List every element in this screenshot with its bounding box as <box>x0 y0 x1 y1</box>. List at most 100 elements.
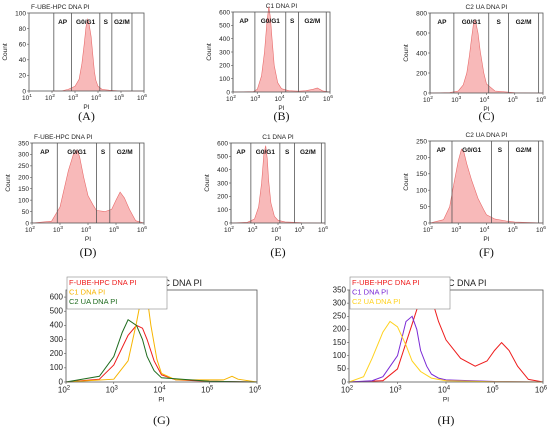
x-tick-label: 104 <box>480 95 490 104</box>
panel-title: F-UBE-HPC DNA PI <box>31 4 90 11</box>
panel-e: C1 DNA PI AP G0/G1 S G2/M 0 100 200 300 400 500 600… <box>204 134 328 259</box>
x-tick-label: 102 <box>341 386 354 395</box>
y-tick-label: 100 <box>15 10 26 17</box>
y-tick-label: 200 <box>333 325 347 334</box>
x-tick-label: 105 <box>114 93 124 102</box>
panel-letter: (E) <box>270 245 285 259</box>
legend-entry: F-UBE-HPC DNA PI <box>352 278 420 287</box>
gate-label: G2/M <box>117 149 133 156</box>
gate-label: AP <box>436 147 446 154</box>
panel-title: C2 UA DNA PI <box>466 4 508 11</box>
y-tick-label: 350 <box>333 285 347 294</box>
y-tick-label: 600 <box>416 30 427 37</box>
x-tick-label: 102 <box>423 225 433 234</box>
gate-label: AP <box>239 18 249 25</box>
y-tick-label: 40 <box>19 57 27 64</box>
y-tick-label: 100 <box>333 351 347 360</box>
y-tick-label: 150 <box>18 186 29 193</box>
panel-letter: (H) <box>438 413 455 427</box>
gate-label: G2/M <box>516 19 532 26</box>
x-axis-label: PI <box>85 236 91 243</box>
y-tick-label: 300 <box>219 49 230 56</box>
y-tick-label: 600 <box>219 9 230 16</box>
x-tick-label: 103 <box>451 225 461 234</box>
panel-letter: (A) <box>78 109 95 123</box>
y-axis-label: Count <box>204 174 211 192</box>
x-tick-label: 105 <box>109 225 119 234</box>
histogram-area <box>231 145 325 223</box>
histogram-outline <box>52 18 144 92</box>
series-line <box>65 290 258 383</box>
panel-a: F-UBE-HPC DNA PI AP G0/G1 S G2/M 0 20 40 60 80 100… <box>2 4 147 123</box>
x-tick-label: 102 <box>45 93 55 102</box>
gate-label: S <box>290 18 295 25</box>
y-axis-label: Count <box>403 173 410 191</box>
y-tick-label: 350 <box>18 140 29 147</box>
x-tick-label: 103 <box>53 225 63 234</box>
legend-entry: C2 UA DNA PI <box>352 297 400 306</box>
gate-label: G2/M <box>304 18 320 25</box>
y-tick-label: 300 <box>50 335 64 344</box>
x-tick-label: 102 <box>25 225 35 234</box>
legend-box <box>349 276 451 310</box>
x-axis-label: PI <box>278 105 284 112</box>
histogram-outline <box>230 145 326 224</box>
x-tick-label: 104 <box>275 94 285 103</box>
y-tick-label: 200 <box>416 70 427 77</box>
y-tick-label: 100 <box>18 197 29 204</box>
y-tick-label: 500 <box>50 307 64 316</box>
y-tick-label: 0 <box>224 220 228 227</box>
gate-label: G0/G1 <box>462 147 482 154</box>
panel-title: C1 DNA PI <box>266 3 298 10</box>
panel-letter: (F) <box>479 245 494 259</box>
x-axis-label: PI <box>275 236 281 243</box>
y-tick-label: 250 <box>416 138 427 145</box>
x-tick-label: 106 <box>536 95 546 104</box>
x-tick-label: 106 <box>536 225 546 234</box>
x-tick-label: 105 <box>299 94 309 103</box>
series-line <box>65 318 258 383</box>
x-tick-label: 103 <box>389 386 402 395</box>
y-tick-label: 60 <box>19 42 27 49</box>
histogram-outline <box>232 6 331 93</box>
y-axis-label: Count <box>2 43 9 61</box>
y-axis-label: Count <box>5 174 12 192</box>
panel-title: C1 DNA PI <box>262 134 294 141</box>
x-tick-label: 105 <box>508 95 518 104</box>
gate-label: G0/G1 <box>256 149 276 156</box>
x-tick-label: 106 <box>323 94 333 103</box>
x-axis-label: PI <box>83 104 89 111</box>
y-tick-label: 50 <box>420 204 428 211</box>
legend-entry: C2 UA DNA PI <box>69 297 117 306</box>
gate-label: S <box>496 19 501 26</box>
y-tick-label: 0 <box>423 90 427 97</box>
panel-c: C2 UA DNA PI AP G0/G1 S G2/M 0 200 400 600 800 102… <box>403 4 546 123</box>
histogram-area <box>430 149 543 223</box>
y-tick-label: 500 <box>219 23 230 30</box>
x-tick-label: 102 <box>423 95 433 104</box>
x-tick-label: 105 <box>486 386 499 395</box>
y-tick-label: 200 <box>217 194 228 201</box>
gate-label: AP <box>40 149 50 156</box>
y-tick-label: 250 <box>333 312 347 321</box>
x-tick-label: 105 <box>201 386 214 395</box>
x-tick-label: 106 <box>137 225 147 234</box>
panel-letter: (B) <box>274 109 290 123</box>
panel-letter: (D) <box>80 245 97 259</box>
gate-label: G2/M <box>516 147 532 154</box>
x-tick-label: 103 <box>451 95 461 104</box>
gate-label: G0/G1 <box>67 149 87 156</box>
gate-label: G2/M <box>300 149 316 156</box>
x-axis-label: PI <box>483 236 489 243</box>
x-axis-label: PI <box>483 106 489 113</box>
histogram-outline <box>429 19 544 94</box>
gate-label: S <box>498 147 503 154</box>
y-tick-label: 0 <box>423 220 427 227</box>
x-tick-label: 103 <box>248 225 258 234</box>
y-tick-label: 300 <box>18 152 29 159</box>
y-tick-label: 200 <box>50 349 64 358</box>
y-tick-label: 200 <box>416 155 427 162</box>
legend-entry: C1 DNA PI <box>69 288 105 297</box>
y-tick-label: 0 <box>25 220 29 227</box>
